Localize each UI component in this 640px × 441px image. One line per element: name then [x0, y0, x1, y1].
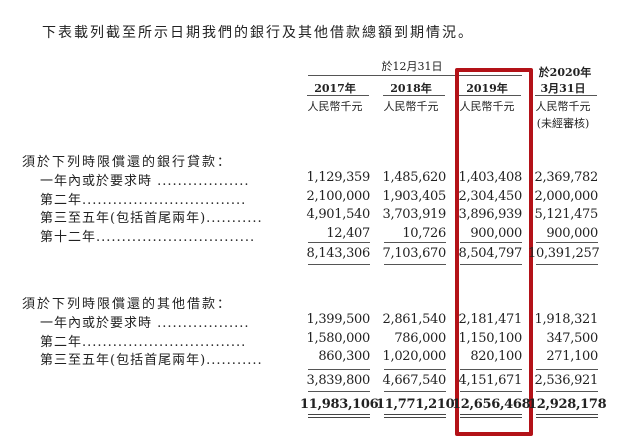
row-label: 一年內或於要求時 ..................	[40, 174, 250, 189]
subtotal-rule	[308, 369, 370, 370]
subtotal-value: 4,667,540	[382, 373, 447, 388]
grand-total-value: 11,983,106	[300, 397, 379, 412]
subtotal-rule	[384, 242, 446, 243]
subtotal-underline	[384, 391, 446, 392]
subtotal-value: 7,103,670	[382, 246, 447, 261]
subtotal-underline	[536, 264, 598, 265]
grand-total-double-underline	[384, 414, 446, 418]
subtotal-value: 3,839,800	[306, 373, 371, 388]
column-year-header: 3月31日	[540, 82, 586, 95]
cell-value: 1,150,100	[458, 330, 523, 346]
subtotal-value: 2,536,921	[534, 373, 599, 388]
cell-value: 347,500	[546, 330, 598, 346]
bank-loans-title: 須於下列時限償還的銀行貸款：	[22, 155, 233, 170]
cell-value: 2,304,450	[458, 188, 523, 204]
column-unit-header: 人民幣千元	[383, 100, 439, 113]
intro-text: 下表載列截至所示日期我們的銀行及其他借款總額到期情況。	[42, 25, 474, 41]
cell-value: 786,000	[394, 330, 446, 346]
row-label: 第十二年...............................	[40, 229, 256, 245]
col4-top: 於2020年	[538, 66, 592, 79]
subtotal-value: 8,143,306	[306, 246, 371, 261]
subtotal-value: 4,151,671	[458, 373, 523, 388]
subtotal-rule	[384, 369, 446, 370]
cell-value: 3,896,939	[458, 207, 523, 222]
grand-total-value: 12,928,178	[528, 397, 607, 412]
cell-value: 2,100,000	[306, 188, 371, 204]
subtotal-underline	[460, 264, 522, 265]
subtotal-rule	[460, 242, 522, 243]
cell-value: 820,100	[470, 349, 522, 364]
cell-value: 4,901,540	[306, 207, 371, 222]
subtotal-rule	[460, 369, 522, 370]
row-label: 第三至五年(包括首尾兩年)...........	[40, 353, 263, 368]
cell-value: 1,918,321	[534, 312, 599, 327]
grand-total-double-underline	[460, 414, 522, 418]
row-label: 第二年................................	[40, 192, 247, 208]
group-rule	[308, 75, 522, 76]
column-year-header: 2017年	[314, 82, 356, 95]
subtotal-rule	[308, 242, 370, 243]
subtotal-rule	[536, 369, 598, 370]
cell-value: 2,181,471	[458, 312, 523, 327]
column-header-rule	[307, 95, 369, 96]
cell-value: 2,000,000	[534, 188, 599, 204]
cell-value: 900,000	[470, 225, 522, 241]
column-year-header: 2019年	[466, 82, 508, 95]
subtotal-underline	[536, 391, 598, 392]
grand-total-double-underline	[308, 414, 370, 418]
grand-total-value: 12,656,468	[452, 397, 531, 412]
cell-value: 1,399,500	[306, 312, 371, 327]
column-unit-header: 人民幣千元	[535, 100, 591, 113]
column-header-rule	[535, 95, 597, 96]
cell-value: 5,121,475	[534, 207, 599, 222]
cell-value: 1,403,408	[458, 170, 523, 185]
cell-value: 1,020,000	[382, 349, 447, 364]
row-label: 第三至五年(包括首尾兩年)...........	[40, 211, 263, 226]
cell-value: 1,129,359	[306, 170, 371, 185]
grand-total-value: 11,771,210	[376, 397, 455, 412]
subtotal-underline	[308, 264, 370, 265]
cell-value: 2,861,540	[382, 312, 447, 327]
row-label: 第二年................................	[40, 334, 247, 350]
grand-total-double-underline	[536, 414, 598, 418]
cell-value: 12,407	[326, 225, 370, 241]
subtotal-value: 8,504,797	[458, 246, 523, 261]
group-header: 於12月31日	[381, 60, 443, 73]
cell-value: 3,703,919	[382, 207, 447, 222]
row-label: 一年內或於要求時 ..................	[40, 316, 250, 331]
cell-value: 2,369,782	[534, 170, 599, 185]
column-unit-header: 人民幣千元	[459, 100, 515, 113]
other-borrowings-title: 須於下列時限償還的其他借款：	[22, 297, 233, 312]
cell-value: 10,726	[402, 225, 446, 241]
cell-value: 900,000	[546, 225, 598, 241]
column-note: (未經審核)	[536, 117, 590, 130]
cell-value: 860,300	[318, 349, 370, 364]
subtotal-underline	[308, 391, 370, 392]
column-header-rule	[383, 95, 445, 96]
column-header-rule	[459, 95, 521, 96]
highlight-box-2019	[455, 68, 533, 436]
cell-value: 1,903,405	[382, 188, 447, 204]
subtotal-underline	[460, 391, 522, 392]
cell-value: 1,485,620	[382, 170, 447, 185]
subtotal-underline	[384, 264, 446, 265]
cell-value: 1,580,000	[306, 330, 371, 346]
column-unit-header: 人民幣千元	[307, 100, 363, 113]
subtotal-rule	[536, 242, 598, 243]
subtotal-value: 10,391,257	[528, 246, 600, 261]
column-year-header: 2018年	[390, 82, 432, 95]
cell-value: 271,100	[546, 349, 598, 364]
